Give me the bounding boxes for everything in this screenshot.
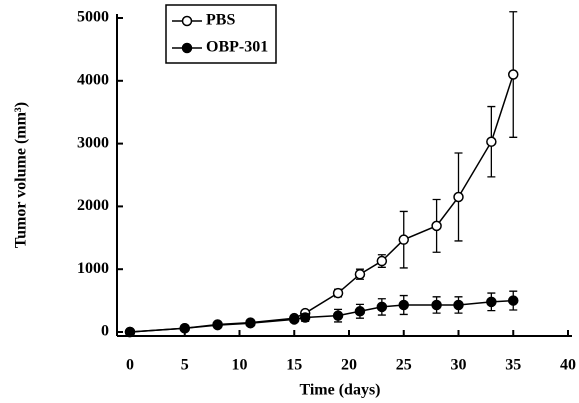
data-point — [486, 296, 497, 308]
series-line — [129, 74, 514, 333]
data-point — [508, 69, 519, 80]
data-point — [289, 314, 300, 325]
legend-marker — [181, 15, 193, 27]
data-point — [212, 319, 223, 331]
x-tick-label: 35 — [505, 357, 521, 374]
x-tick-label: 5 — [181, 357, 189, 374]
data-point — [354, 268, 366, 280]
data-point — [354, 306, 366, 317]
y-axis-label: Tumor volume (mm³) — [13, 102, 30, 248]
legend-label: PBS — [206, 12, 235, 29]
data-point — [332, 287, 344, 299]
x-tick-label: 30 — [451, 357, 467, 374]
legend-box — [165, 4, 277, 64]
data-point — [124, 326, 136, 338]
data-point — [299, 312, 311, 323]
y-tick-label: 5000 — [77, 9, 109, 26]
y-tick-label: 0 — [101, 323, 109, 340]
data-point — [179, 322, 190, 334]
data-point — [431, 220, 442, 232]
x-tick-label: 25 — [396, 357, 412, 374]
data-point — [486, 136, 497, 147]
y-tick-label: 4000 — [77, 71, 109, 88]
data-point — [431, 299, 442, 311]
data-point — [332, 310, 344, 321]
x-tick-label: 40 — [560, 357, 576, 374]
x-tick-label: 15 — [286, 357, 302, 374]
x-tick-label: 20 — [341, 357, 357, 374]
data-point — [398, 299, 409, 311]
data-point — [508, 295, 519, 306]
data-point — [245, 317, 256, 329]
legend-label: OBP-301 — [206, 39, 268, 56]
legend-marker — [181, 42, 193, 54]
y-tick-label: 3000 — [77, 134, 109, 151]
data-point — [376, 301, 388, 313]
y-tick-label: 1000 — [77, 260, 109, 277]
data-point — [376, 255, 388, 267]
y-tick-label: 2000 — [77, 197, 109, 214]
x-tick-label: 10 — [232, 357, 248, 374]
data-point — [453, 299, 464, 311]
x-tick-label: 0 — [126, 357, 134, 374]
data-point — [398, 234, 409, 245]
x-axis-label: Time (days) — [299, 382, 380, 399]
data-point — [453, 191, 464, 203]
